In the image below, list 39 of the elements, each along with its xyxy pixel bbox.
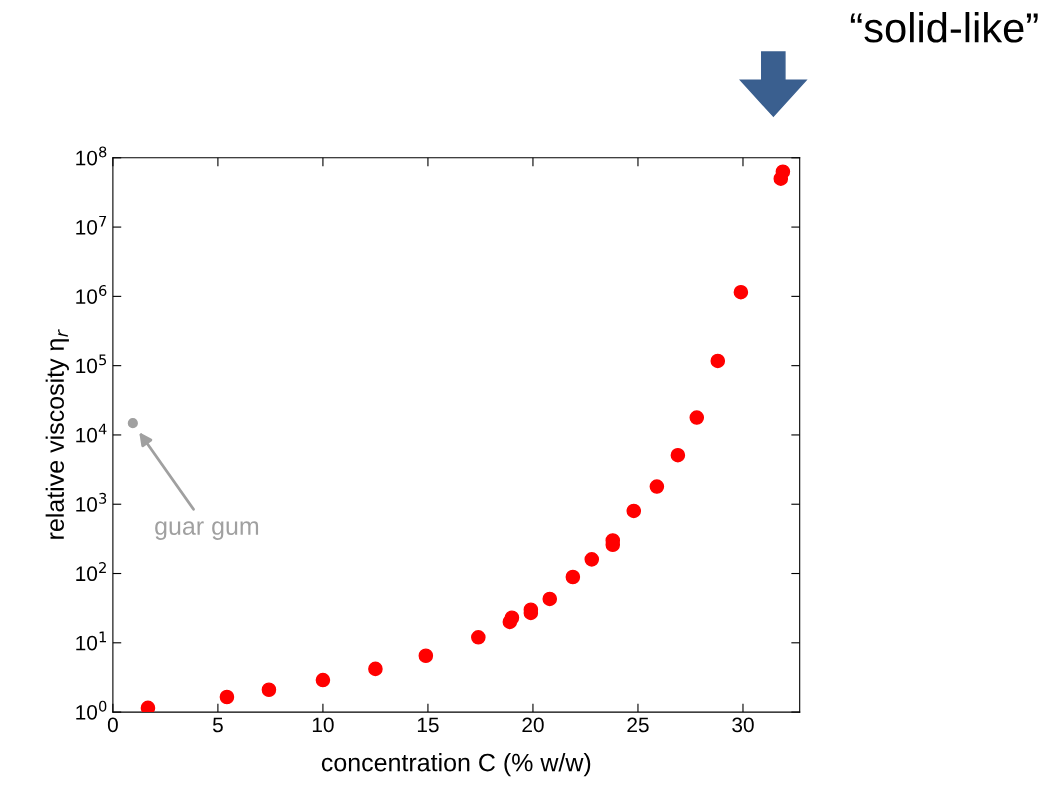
point — [565, 569, 581, 585]
y-tick-label: 10$^{4}$ — [76, 423, 107, 443]
x-tick-label: 20 — [522, 717, 544, 733]
point — [127, 418, 138, 429]
text: “solid-like” — [850, 12, 1038, 43]
point — [733, 284, 749, 300]
point — [418, 648, 434, 664]
point — [471, 630, 486, 645]
y-tick-label: 10$^{2}$ — [76, 562, 106, 582]
y-tick-label: 10$^{6}$ — [76, 284, 107, 304]
x-tick-label: 30 — [732, 717, 754, 733]
point — [626, 503, 642, 519]
x-tick-label: 10 — [312, 717, 334, 733]
point — [219, 689, 235, 705]
point — [710, 353, 726, 369]
y-tick-label: 10$^{0}$ — [76, 700, 107, 720]
point — [670, 447, 686, 463]
y-tick-label: 10$^{7}$ — [76, 215, 107, 235]
x-tick-label: 5 — [212, 717, 223, 733]
x-tick-label: 0 — [107, 717, 118, 733]
point — [315, 672, 331, 688]
point — [584, 552, 600, 567]
point — [261, 682, 277, 698]
point — [649, 479, 665, 494]
y-tick-label: 10$^{8}$ — [76, 146, 107, 166]
point — [368, 661, 383, 677]
y-tick-label: 10$^{5}$ — [76, 354, 107, 374]
x-axis-title: concentration C (% w/w) — [321, 753, 591, 777]
y-axis-title: relative viscosity η$_{r}$ — [45, 329, 69, 539]
x-tick-label: 25 — [627, 717, 649, 733]
y-tick-label: 10$^{1}$ — [76, 631, 106, 651]
x-tick-label: 15 — [417, 717, 439, 733]
point — [504, 610, 520, 626]
annotation: guar gum — [155, 521, 259, 540]
point — [140, 700, 156, 713]
point — [542, 591, 558, 607]
point — [775, 164, 791, 179]
y-tick-label: 10$^{3}$ — [76, 492, 107, 512]
point — [689, 410, 705, 425]
